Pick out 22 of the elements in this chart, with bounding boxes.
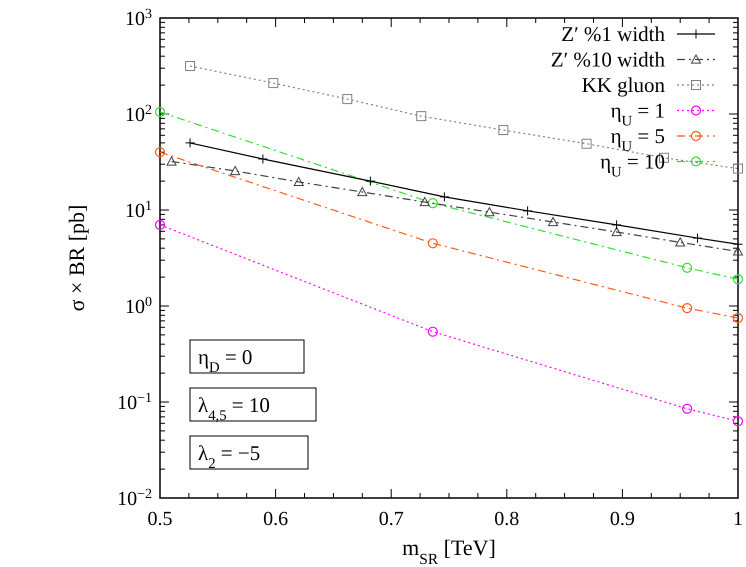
legend-label: Z′ %10 width (550, 48, 666, 72)
y-tick-label: 10$^{−2}$ (117, 486, 152, 510)
y-axis-title: σ × BR [pb] (64, 204, 89, 312)
x-tick-label: 0.5 (148, 508, 172, 530)
x-axis-title: m$_{S}$$_{R}$ [TeV] (402, 535, 496, 567)
x-tick-label: 0.7 (378, 508, 404, 530)
legend-label: Z′ %1 width (561, 22, 666, 46)
y-tick-label: 10$^{3}$ (125, 6, 152, 30)
x-tick-label: 1 (733, 508, 743, 530)
legend-label: KK gluon (582, 73, 666, 97)
annotation: λ$_{2}$ = −5 (198, 441, 260, 472)
legend-label: η$_{U}$ = 1 (610, 98, 665, 130)
y-tick-label: 10$^{2}$ (125, 102, 152, 126)
x-tick-label: 0.8 (494, 508, 520, 530)
y-tick-label: 10$^{0}$ (125, 294, 152, 318)
legend-label: η$_{U}$ = 10 (600, 150, 665, 180)
y-tick-label: 10$^{1}$ (125, 198, 152, 222)
annotation: η$_{D}$ = 0 (198, 345, 252, 376)
annotation: λ$_{4,5}$ = 10 (198, 393, 270, 424)
x-tick-label: 0.6 (263, 508, 288, 530)
y-tick-label: 10$^{−1}$ (117, 390, 152, 414)
x-tick-label: 0.9 (610, 508, 635, 530)
